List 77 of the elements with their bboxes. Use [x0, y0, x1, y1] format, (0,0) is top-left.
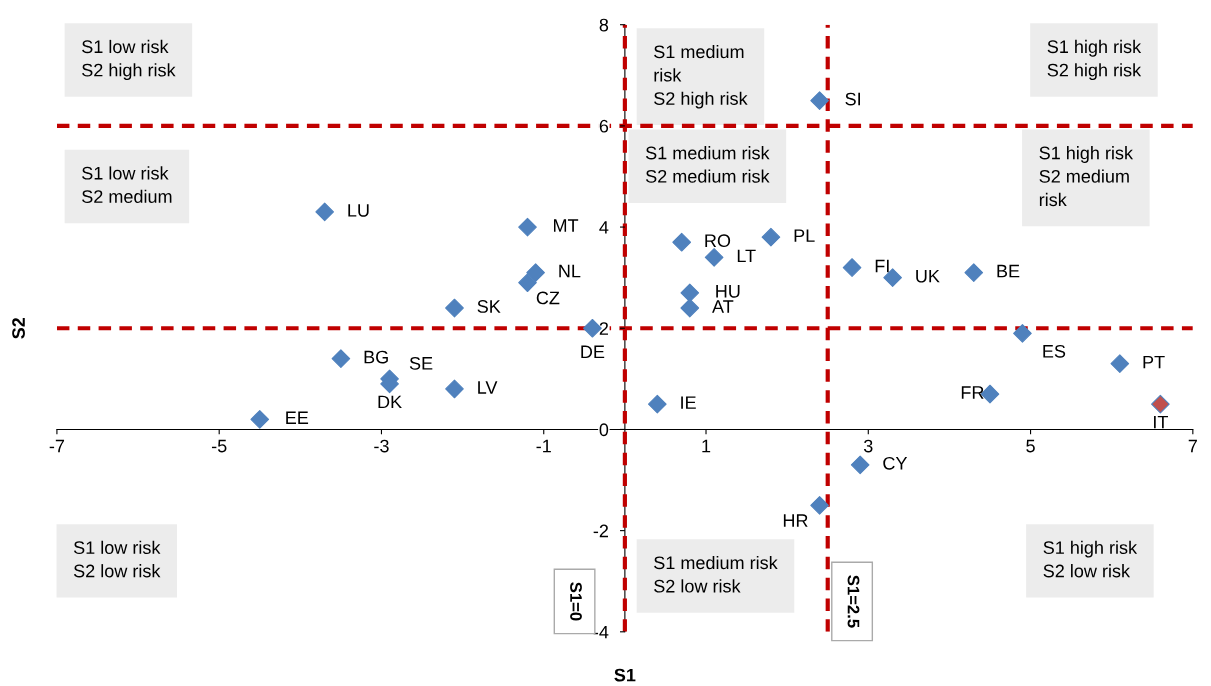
annotation: SI	[845, 92, 860, 106]
x-axis-title: S1	[614, 668, 636, 682]
ref-line-label: S1=2.5	[847, 575, 860, 628]
annotation: S1 high risk S2 low risk	[1043, 540, 1138, 578]
annotation: UK	[916, 269, 940, 283]
annotation: PT	[1143, 355, 1165, 369]
point	[331, 349, 351, 368]
y-tick-label: 8	[599, 18, 609, 32]
y-tick-label: 2	[599, 322, 608, 335]
point	[1110, 354, 1130, 374]
point	[810, 91, 829, 110]
annotation: SE	[409, 356, 433, 370]
x-tick-label: 1	[702, 439, 711, 453]
annotation: DK	[378, 395, 402, 409]
point	[964, 263, 984, 282]
point	[704, 248, 724, 267]
point	[647, 394, 667, 414]
x-tick-label: -5	[211, 439, 227, 453]
point	[680, 283, 700, 303]
annotation: S1 medium risk S2 high risk	[654, 44, 748, 109]
y-tick-label: -2	[593, 524, 608, 538]
point	[445, 298, 464, 318]
annotation: ES	[1043, 344, 1066, 358]
annotation: BG	[364, 350, 388, 364]
x-tick-label: 7	[1188, 439, 1197, 453]
x-tick-label: -7	[49, 439, 65, 453]
annotation: HU	[716, 285, 740, 298]
annotation: BE	[997, 264, 1020, 278]
annotation: RO	[705, 234, 731, 248]
annotation: FR	[961, 386, 984, 399]
point	[518, 273, 537, 293]
point	[445, 379, 464, 399]
annotation: S1 low risk S2 medium	[82, 166, 172, 203]
annotation: S1 medium risk S2 medium risk	[645, 146, 770, 183]
x-tick-label: -1	[536, 439, 551, 453]
point	[842, 258, 862, 277]
ref-line-label: S1=0	[570, 582, 582, 621]
y-tick-label: 4	[599, 221, 609, 234]
point	[680, 298, 700, 318]
annotation: S1 high risk S2 high risk	[1047, 39, 1142, 81]
point	[250, 409, 270, 429]
y-tick-label: -4	[593, 625, 609, 639]
annotation: CZ	[536, 291, 560, 305]
x-tick-label: 3	[863, 439, 873, 453]
annotation: MT	[553, 219, 579, 232]
annotation: DE	[581, 345, 605, 358]
y-tick-label: 6	[599, 119, 609, 133]
annotation: HR	[783, 514, 808, 527]
annotation: SK	[477, 300, 501, 313]
annotation: IT	[1154, 415, 1168, 429]
point	[1151, 394, 1170, 414]
point	[761, 227, 781, 247]
annotation: LU	[348, 204, 369, 217]
annotation: S1 low risk S2 low risk	[73, 540, 161, 578]
annotation: FI	[875, 259, 889, 273]
annotation: AT	[712, 300, 734, 313]
annotation: LT	[737, 249, 756, 263]
annotation: S1 low risk S2 high risk	[82, 39, 176, 81]
point	[1013, 323, 1032, 343]
annotation: EE	[286, 411, 309, 424]
x-tick-label: -3	[374, 439, 389, 453]
point	[315, 202, 335, 222]
point	[518, 217, 537, 237]
annotation: PL	[794, 229, 815, 242]
point	[850, 455, 870, 475]
x-tick-label: 5	[1026, 439, 1035, 453]
annotation: S1 medium risk S2 low risk	[654, 555, 778, 593]
annotation: CY	[883, 456, 908, 470]
annotation: NL	[559, 264, 581, 278]
annotation: IE	[681, 396, 696, 409]
point	[526, 263, 545, 282]
point	[672, 232, 692, 252]
annotation: S1 high risk S2 medium risk	[1039, 146, 1134, 207]
point	[810, 495, 829, 515]
annotation: LV	[478, 381, 498, 394]
y-axis-title: S2	[12, 317, 25, 339]
y-tick-label: 0	[599, 423, 609, 437]
